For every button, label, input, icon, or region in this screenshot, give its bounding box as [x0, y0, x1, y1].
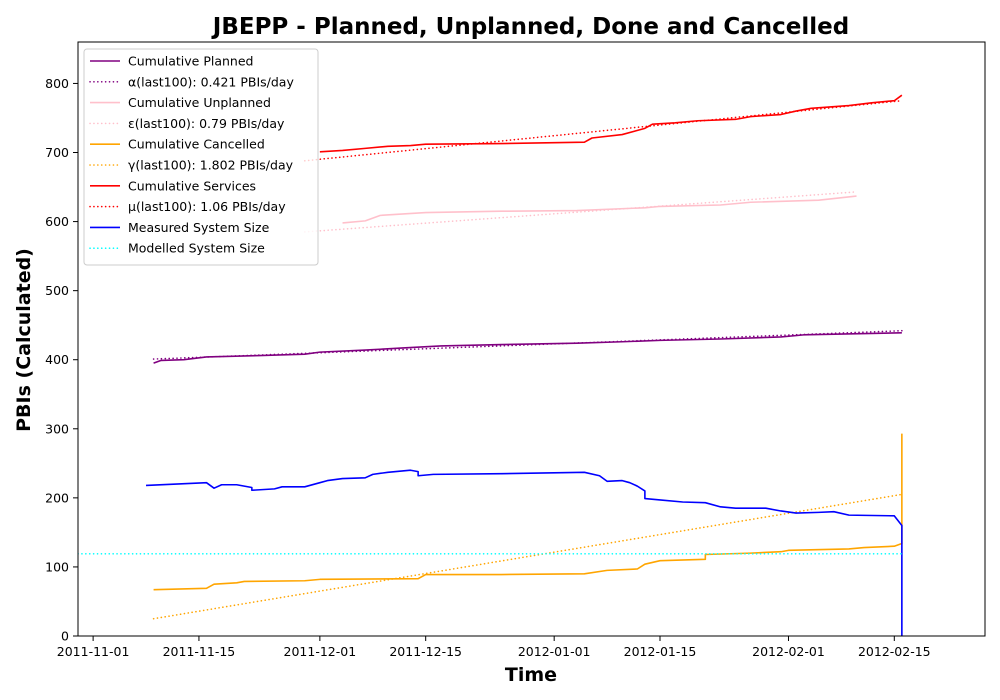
series-9-modelled-system-size-legend-label: Modelled System Size: [128, 241, 265, 256]
x-tick-label: 2011-12-01: [284, 644, 357, 659]
y-tick-label: 800: [45, 76, 69, 91]
y-tick-label: 200: [45, 490, 69, 505]
series-1-last100-0-421-pbis-day-line: [154, 331, 902, 359]
series-6-cumulative-services-legend-label: Cumulative Services: [128, 178, 256, 193]
series-2-cumulative-unplanned-legend-label: Cumulative Unplanned: [128, 95, 271, 110]
x-tick-label: 2012-02-15: [858, 644, 931, 659]
x-tick-label: 2011-11-01: [57, 644, 130, 659]
series-3-last100-0-79-pbis-day-legend-label: ε(last100): 0.79 PBIs/day: [128, 116, 285, 131]
series-6-cumulative-services-line: [320, 95, 902, 152]
x-tick-label: 2012-01-01: [518, 644, 591, 659]
series-2-cumulative-unplanned-line: [343, 196, 857, 223]
series-0-cumulative-planned-legend-label: Cumulative Planned: [128, 54, 253, 69]
y-tick-label: 0: [61, 629, 69, 644]
y-tick-label: 500: [45, 283, 69, 298]
series-7-last100-1-06-pbis-day-legend-label: μ(last100): 1.06 PBIs/day: [128, 199, 286, 214]
y-tick-label: 700: [45, 145, 69, 160]
series-3-last100-0-79-pbis-day-line: [305, 192, 857, 232]
x-tick-label: 2011-12-15: [389, 644, 462, 659]
x-tick-label: 2012-01-15: [624, 644, 697, 659]
series-5-last100-1-802-pbis-day-legend-label: γ(last100): 1.802 PBIs/day: [128, 158, 294, 173]
series-5-last100-1-802-pbis-day-line: [154, 494, 902, 618]
y-tick-label: 600: [45, 214, 69, 229]
x-tick-label: 2011-11-15: [163, 644, 236, 659]
chart-title: JBEPP - Planned, Unplanned, Done and Can…: [211, 14, 849, 40]
series-7-last100-1-06-pbis-day-line: [305, 101, 902, 161]
y-axis-title: PBIs (Calculated): [13, 248, 35, 432]
series-0-cumulative-planned-line: [154, 333, 902, 363]
series-8-measured-system-size-legend-label: Measured System Size: [128, 220, 270, 235]
series-1-last100-0-421-pbis-day-legend-label: α(last100): 0.421 PBIs/day: [128, 74, 294, 89]
x-axis-title: Time: [505, 664, 557, 686]
series-4-cumulative-cancelled-legend-label: Cumulative Cancelled: [128, 137, 265, 152]
series-8-measured-system-size-line: [146, 470, 902, 636]
y-tick-label: 100: [45, 559, 69, 574]
legend: Cumulative Planned α(last100): 0.421 PBIs…: [84, 49, 318, 265]
x-tick-label: 2012-02-01: [752, 644, 825, 659]
y-tick-label: 300: [45, 421, 69, 436]
y-tick-label: 400: [45, 352, 69, 367]
